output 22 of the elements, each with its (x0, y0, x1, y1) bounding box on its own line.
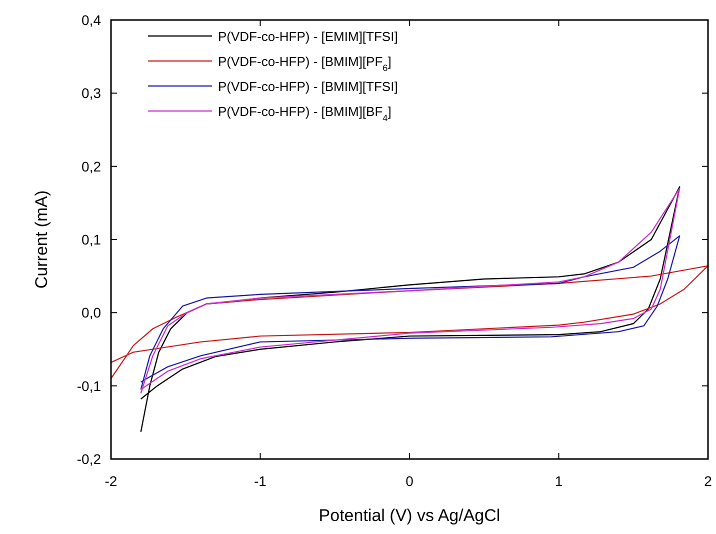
x-tick-label: -2 (104, 473, 118, 489)
y-axis-title: Current (mA) (32, 190, 51, 289)
y-tick-label: 0,0 (82, 304, 102, 321)
legend-label: P(VDF-co-HFP) - [BMIM][BF$_{4}$] (218, 104, 392, 123)
x-axis-title: Potential (V) vs Ag/AgCl (318, 506, 500, 525)
x-tick-label: 1 (554, 473, 563, 489)
line-series (110, 265, 709, 380)
x-tick-label: -1 (254, 473, 267, 489)
y-tick-label: 0,3 (82, 85, 102, 102)
y-tick-label: -0,1 (76, 378, 102, 394)
x-tick-label: 2 (704, 473, 712, 489)
line-series (140, 186, 680, 433)
y-tick-label: 0,2 (82, 158, 102, 174)
y-tick-label: -0,2 (76, 451, 102, 467)
line-series (140, 188, 680, 394)
line-series (140, 235, 680, 390)
legend-label: P(VDF-co-HFP) - [EMIM][TFSI] (218, 29, 398, 44)
legend-label: P(VDF-co-HFP) - [BMIM][PF$_{6}$] (218, 54, 392, 73)
x-tick-label: 0 (406, 473, 414, 489)
y-tick-label: 0,1 (82, 232, 102, 248)
y-tick-label: 0,4 (82, 12, 102, 28)
legend-label: P(VDF-co-HFP) - [BMIM][TFSI] (218, 79, 398, 94)
